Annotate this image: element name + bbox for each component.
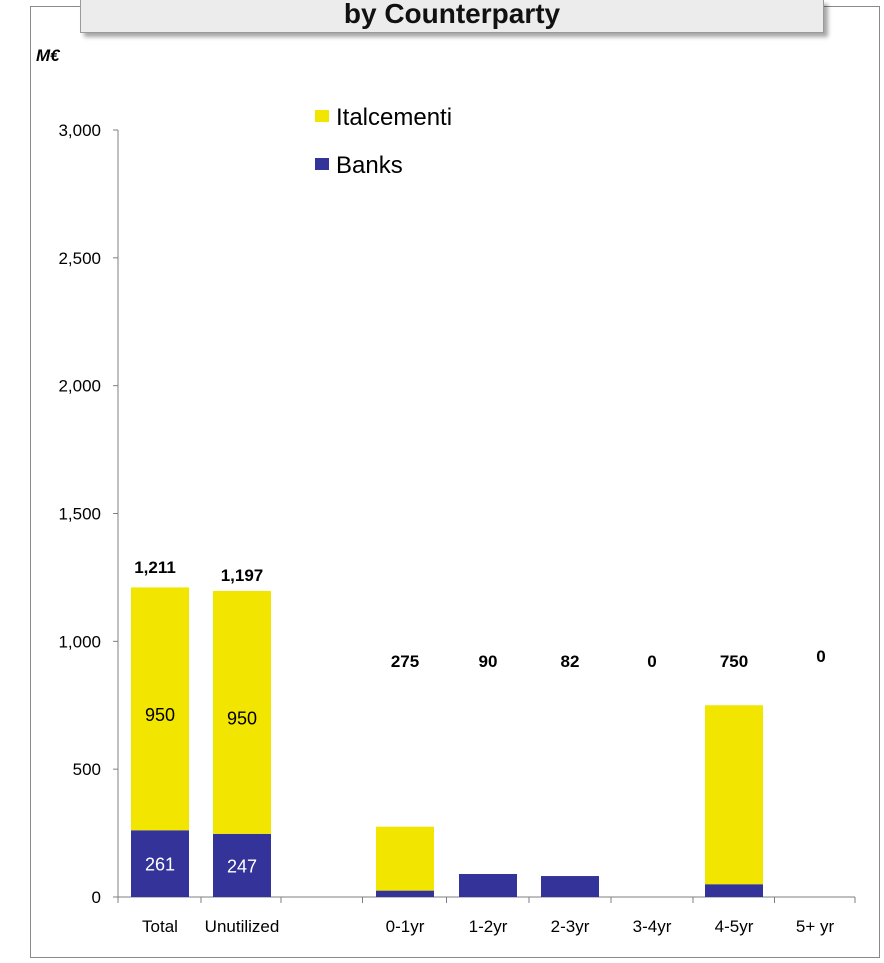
bar-total-label: 82	[561, 652, 580, 671]
x-category-label: 4-5yr	[715, 917, 754, 936]
bar-label-banks: 261	[145, 855, 175, 875]
bar-total-label: 750	[720, 652, 748, 671]
bar-banks	[213, 833, 271, 897]
bar-banks	[376, 890, 434, 897]
legend-label: Banks	[336, 152, 403, 179]
unit-label: M€	[36, 46, 60, 65]
y-tick-label: 1,000	[58, 632, 101, 651]
bar-banks	[705, 884, 763, 897]
bar-italcementi	[376, 826, 434, 891]
bar-italcementi	[213, 590, 271, 834]
bar-italcementi	[705, 705, 763, 885]
y-tick-label: 2,500	[58, 249, 101, 268]
legend-swatch	[315, 110, 329, 122]
bar-italcementi	[131, 587, 189, 831]
bar-banks	[459, 873, 517, 897]
bar-banks	[131, 830, 189, 897]
x-category-label: Total	[142, 917, 178, 936]
x-category-label: 0-1yr	[386, 917, 425, 936]
x-category-label: 5+ yr	[796, 917, 835, 936]
y-tick-label: 2,000	[58, 377, 101, 396]
x-category-label: Unutilized	[205, 917, 280, 936]
bar-total-label: 1,211	[134, 558, 176, 577]
chart-title: by Counterparty	[343, 0, 561, 29]
bar-total-label: 1,197	[221, 566, 264, 585]
bar-total-label: 275	[391, 652, 419, 671]
bar-label-italcementi: 950	[145, 705, 175, 725]
bar-label-banks: 247	[227, 856, 257, 876]
bar-total-label: 0	[816, 647, 825, 666]
y-tick-label: 1,500	[58, 505, 101, 524]
chart-title-box: by Counterparty	[80, 0, 824, 33]
y-tick-label: 500	[73, 760, 101, 779]
y-tick-label: 0	[92, 888, 101, 907]
bar-total-label: 90	[479, 652, 498, 671]
bar-banks	[541, 876, 599, 897]
bar-total-label: 0	[647, 652, 656, 671]
x-category-label: 1-2yr	[469, 917, 508, 936]
bar-label-italcementi: 950	[227, 708, 257, 728]
x-category-label: 3-4yr	[633, 917, 672, 936]
x-category-label: 2-3yr	[551, 917, 590, 936]
y-tick-label: 3,000	[58, 121, 101, 140]
legend-swatch	[315, 158, 329, 170]
legend-label: Italcementi	[336, 104, 452, 131]
